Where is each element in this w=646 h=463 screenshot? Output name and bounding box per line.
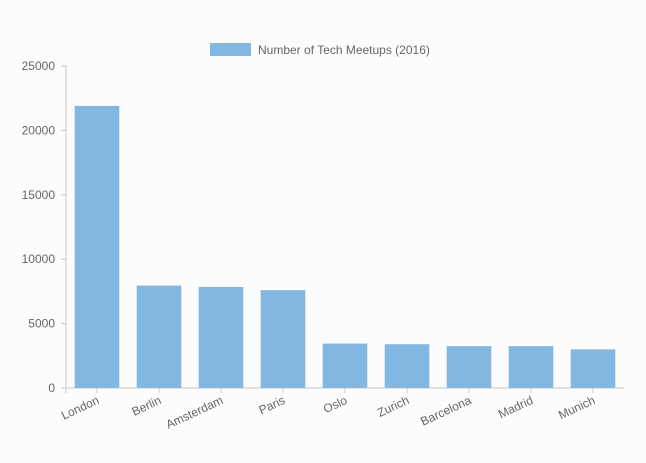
bar-paris[interactable] xyxy=(260,290,306,388)
y-tick-label: 5000 xyxy=(28,317,55,331)
x-tick-label: Oslo xyxy=(321,393,350,416)
bar-munich[interactable] xyxy=(570,349,616,388)
x-tick-labels: London Berlin Amsterdam Paris Oslo Zurich Barc… xyxy=(59,393,597,432)
x-tick-label: Barcelona xyxy=(418,393,473,429)
x-axis xyxy=(61,387,624,393)
bar-london[interactable] xyxy=(74,105,120,389)
bar-berlin[interactable] xyxy=(136,285,182,388)
legend-label: Number of Tech Meetups (2016) xyxy=(258,43,430,57)
x-tick-label: Paris xyxy=(257,393,288,417)
bar-zurich[interactable] xyxy=(384,344,430,388)
y-tick-label: 25000 xyxy=(22,59,56,73)
legend-swatch xyxy=(210,43,251,56)
x-tick-label: Berlin xyxy=(130,393,164,419)
x-tick-label: Amsterdam xyxy=(164,393,226,432)
x-tick-label: London xyxy=(59,393,101,423)
bar-oslo[interactable] xyxy=(322,343,368,388)
chart-legend[interactable]: Number of Tech Meetups (2016) xyxy=(210,43,430,57)
y-axis: 0 5000 10000 15000 20000 25000 xyxy=(22,59,67,395)
y-tick-label: 20000 xyxy=(22,123,56,137)
y-tick-label: 15000 xyxy=(22,188,56,202)
bar-madrid[interactable] xyxy=(508,346,554,388)
x-tick-label: Munich xyxy=(556,393,597,422)
bar-barcelona[interactable] xyxy=(446,346,492,388)
x-tick-label: Zurich xyxy=(375,393,411,420)
x-tick-label: Madrid xyxy=(496,393,535,421)
bar-amsterdam[interactable] xyxy=(198,286,244,388)
bars-group xyxy=(74,105,616,389)
y-tick-label: 10000 xyxy=(22,252,56,266)
y-tick-label: 0 xyxy=(48,381,55,395)
